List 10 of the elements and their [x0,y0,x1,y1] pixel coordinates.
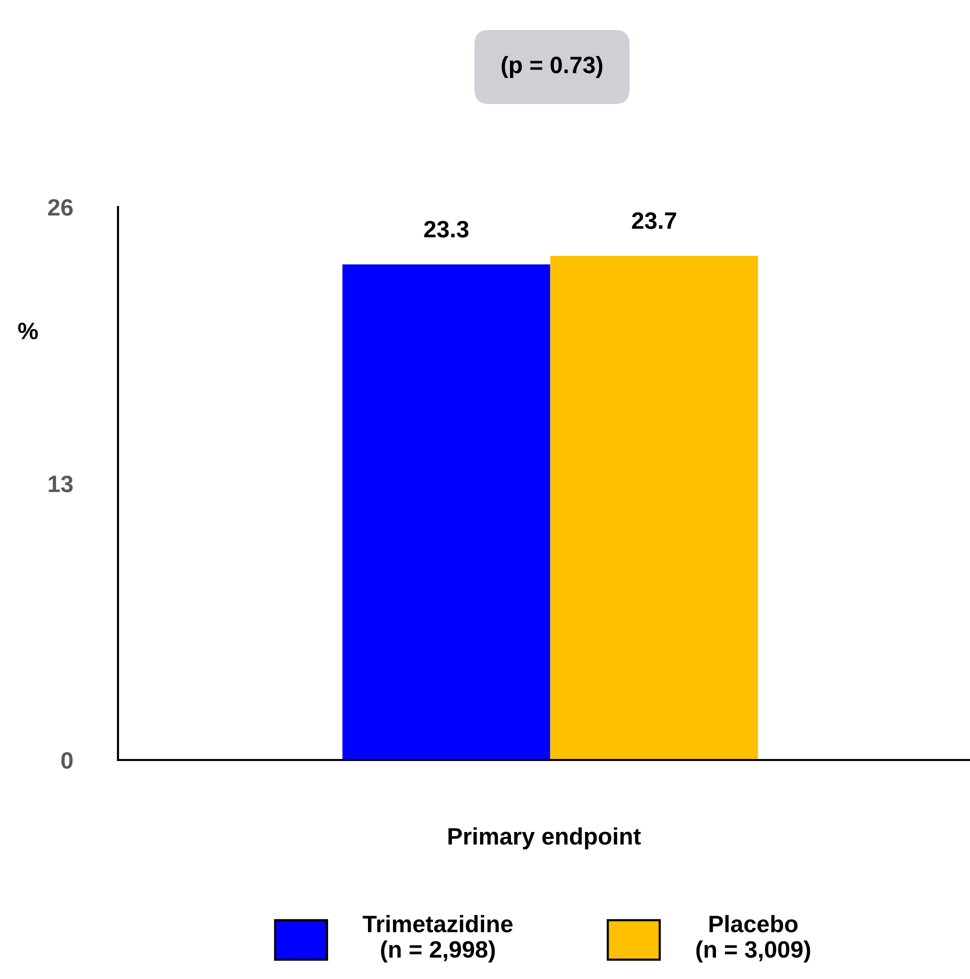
y-tick-label: 26 [48,199,73,216]
data-label: 23.3 [424,220,468,238]
y-tick-label: 13 [48,476,73,492]
legend-label: Placebo (n = 3,009) [696,915,810,962]
x-axis-title: Primary endpoint [448,827,641,850]
data-label: 23.7 [632,212,676,230]
y-tick-label: 0 [61,752,73,769]
y-axis-title: % [18,322,38,340]
legend-label: Trimetazidine (n = 2,998) [362,915,513,962]
text: (p = 0.73) [502,56,602,78]
